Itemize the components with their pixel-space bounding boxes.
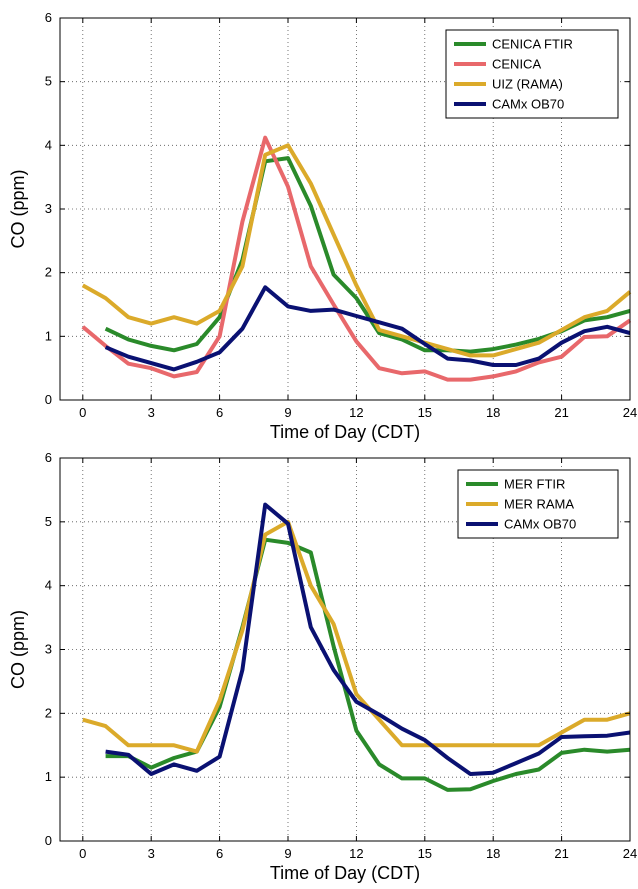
series-line-cenica [81,135,632,382]
x-tick-label: 9 [284,846,291,861]
y-tick-label: 3 [45,642,52,657]
series-line-mer-rama [82,519,631,754]
legend-entry: CENICA [492,57,541,72]
series-line-camx-ob70 [104,285,631,372]
legend-entry: CENICA FTIR [492,37,573,52]
legend: MER FTIR MER RAMA CAMx OB70 [457,469,619,539]
y-tick-label: 0 [45,392,52,407]
x-tick-label: 3 [148,405,155,420]
series-line-uiz-rama [81,143,632,358]
y-tick-label: 4 [45,578,52,593]
y-tick-label: 1 [45,769,52,784]
legend-entry: UIZ (RAMA) [492,77,563,92]
legend-entry: MER RAMA [504,497,574,512]
y-tick-label: 3 [45,201,52,216]
x-tick-label: 12 [349,405,363,420]
x-tick-label: 21 [554,405,568,420]
x-tick-label: 15 [418,846,432,861]
x-tick-label: 3 [148,846,155,861]
y-tick-label: 6 [45,450,52,465]
x-tick-label: 18 [486,405,500,420]
series-line-cenica-ftir [104,156,631,354]
legend-entry: CAMx OB70 [504,517,576,532]
x-tick-label: 12 [349,846,363,861]
legend-entry: MER FTIR [504,477,565,492]
y-axis-label: CO (ppm) [8,169,28,248]
x-tick-label: 24 [623,405,637,420]
x-tick-label: 9 [284,405,291,420]
x-tick-label: 0 [79,846,86,861]
y-tick-label: 1 [45,328,52,343]
y-axis-label: CO (ppm) [8,610,28,689]
series-line-mer-ftir [105,537,631,792]
y-tick-label: 6 [45,10,52,25]
legend-entry: CAMx OB70 [492,97,564,112]
y-tick-label: 2 [45,265,52,280]
y-tick-label: 4 [45,137,52,152]
x-tick-label: 18 [486,846,500,861]
x-axis-label: Time of Day (CDT) [270,863,420,883]
x-tick-label: 24 [623,846,637,861]
x-axis-label: Time of Day (CDT) [270,422,420,442]
x-tick-label: 0 [79,405,86,420]
x-tick-label: 6 [216,405,223,420]
x-tick-label: 15 [418,405,432,420]
x-tick-label: 6 [216,846,223,861]
y-tick-label: 5 [45,74,52,89]
y-tick-label: 0 [45,833,52,848]
series-line-camx-ob70 [105,502,631,776]
y-tick-label: 5 [45,514,52,529]
x-tick-label: 21 [554,846,568,861]
y-tick-label: 2 [45,705,52,720]
legend: CENICA FTIR CENICA UIZ (RAMA) CAMx OB70 [445,29,619,119]
